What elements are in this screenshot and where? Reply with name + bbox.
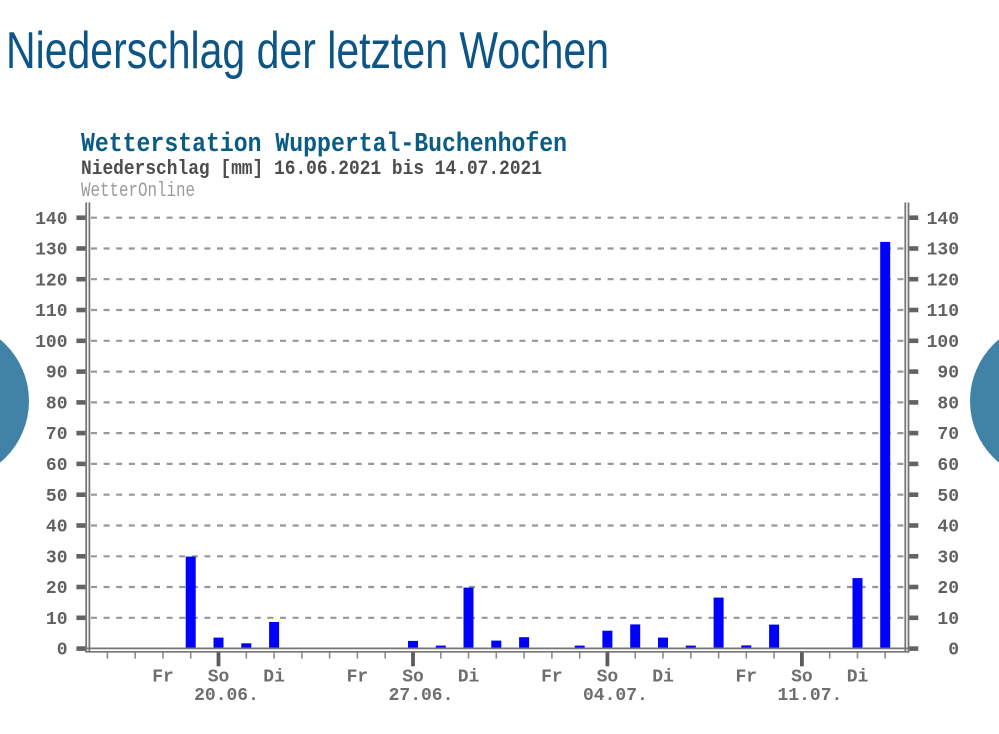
svg-text:Fr: Fr bbox=[541, 668, 563, 688]
svg-text:Di: Di bbox=[263, 668, 285, 688]
svg-text:30: 30 bbox=[937, 548, 959, 568]
svg-text:60: 60 bbox=[937, 456, 959, 476]
svg-text:Fr: Fr bbox=[347, 668, 369, 688]
svg-text:20: 20 bbox=[937, 579, 959, 599]
svg-text:Di: Di bbox=[458, 668, 480, 688]
svg-text:Niederschlag [mm] 16.06.2021 b: Niederschlag [mm] 16.06.2021 bis 14.07.2… bbox=[81, 158, 542, 181]
svg-text:0: 0 bbox=[948, 641, 959, 661]
svg-text:20.06.: 20.06. bbox=[194, 686, 259, 706]
svg-text:11.07.: 11.07. bbox=[777, 686, 842, 706]
svg-text:90: 90 bbox=[46, 364, 68, 384]
svg-text:04.07.: 04.07. bbox=[583, 686, 648, 706]
svg-text:80: 80 bbox=[46, 395, 68, 415]
svg-text:WetterOnline: WetterOnline bbox=[81, 180, 195, 203]
svg-text:27.06.: 27.06. bbox=[389, 686, 454, 706]
svg-text:Fr: Fr bbox=[152, 668, 174, 688]
svg-text:50: 50 bbox=[46, 487, 68, 507]
svg-text:10: 10 bbox=[937, 610, 959, 630]
svg-text:110: 110 bbox=[927, 302, 959, 322]
svg-text:0: 0 bbox=[57, 641, 68, 661]
svg-text:70: 70 bbox=[937, 425, 959, 445]
svg-text:130: 130 bbox=[35, 241, 67, 261]
svg-text:So: So bbox=[597, 668, 619, 688]
svg-text:Fr: Fr bbox=[735, 668, 757, 688]
svg-text:20: 20 bbox=[46, 579, 68, 599]
svg-text:120: 120 bbox=[927, 271, 959, 291]
svg-text:So: So bbox=[208, 668, 230, 688]
svg-text:70: 70 bbox=[46, 425, 68, 445]
svg-text:30: 30 bbox=[46, 548, 68, 568]
svg-text:40: 40 bbox=[937, 518, 959, 538]
svg-text:10: 10 bbox=[46, 610, 68, 630]
svg-text:130: 130 bbox=[927, 241, 959, 261]
svg-text:120: 120 bbox=[35, 271, 67, 291]
svg-text:40: 40 bbox=[46, 518, 68, 538]
svg-text:100: 100 bbox=[35, 333, 67, 353]
svg-text:80: 80 bbox=[937, 395, 959, 415]
svg-text:So: So bbox=[791, 668, 813, 688]
svg-text:140: 140 bbox=[35, 210, 67, 230]
svg-text:Di: Di bbox=[652, 668, 674, 688]
svg-text:Di: Di bbox=[847, 668, 869, 688]
svg-text:110: 110 bbox=[35, 302, 67, 322]
svg-text:90: 90 bbox=[937, 364, 959, 384]
svg-text:50: 50 bbox=[937, 487, 959, 507]
svg-text:Wetterstation Wuppertal-Buchen: Wetterstation Wuppertal-Buchenhofen bbox=[81, 130, 567, 160]
svg-text:100: 100 bbox=[927, 333, 959, 353]
svg-text:60: 60 bbox=[46, 456, 68, 476]
svg-text:140: 140 bbox=[927, 210, 959, 230]
svg-text:So: So bbox=[402, 668, 424, 688]
svg-text:Niederschlag der letzten Woche: Niederschlag der letzten Wochen bbox=[6, 22, 609, 80]
